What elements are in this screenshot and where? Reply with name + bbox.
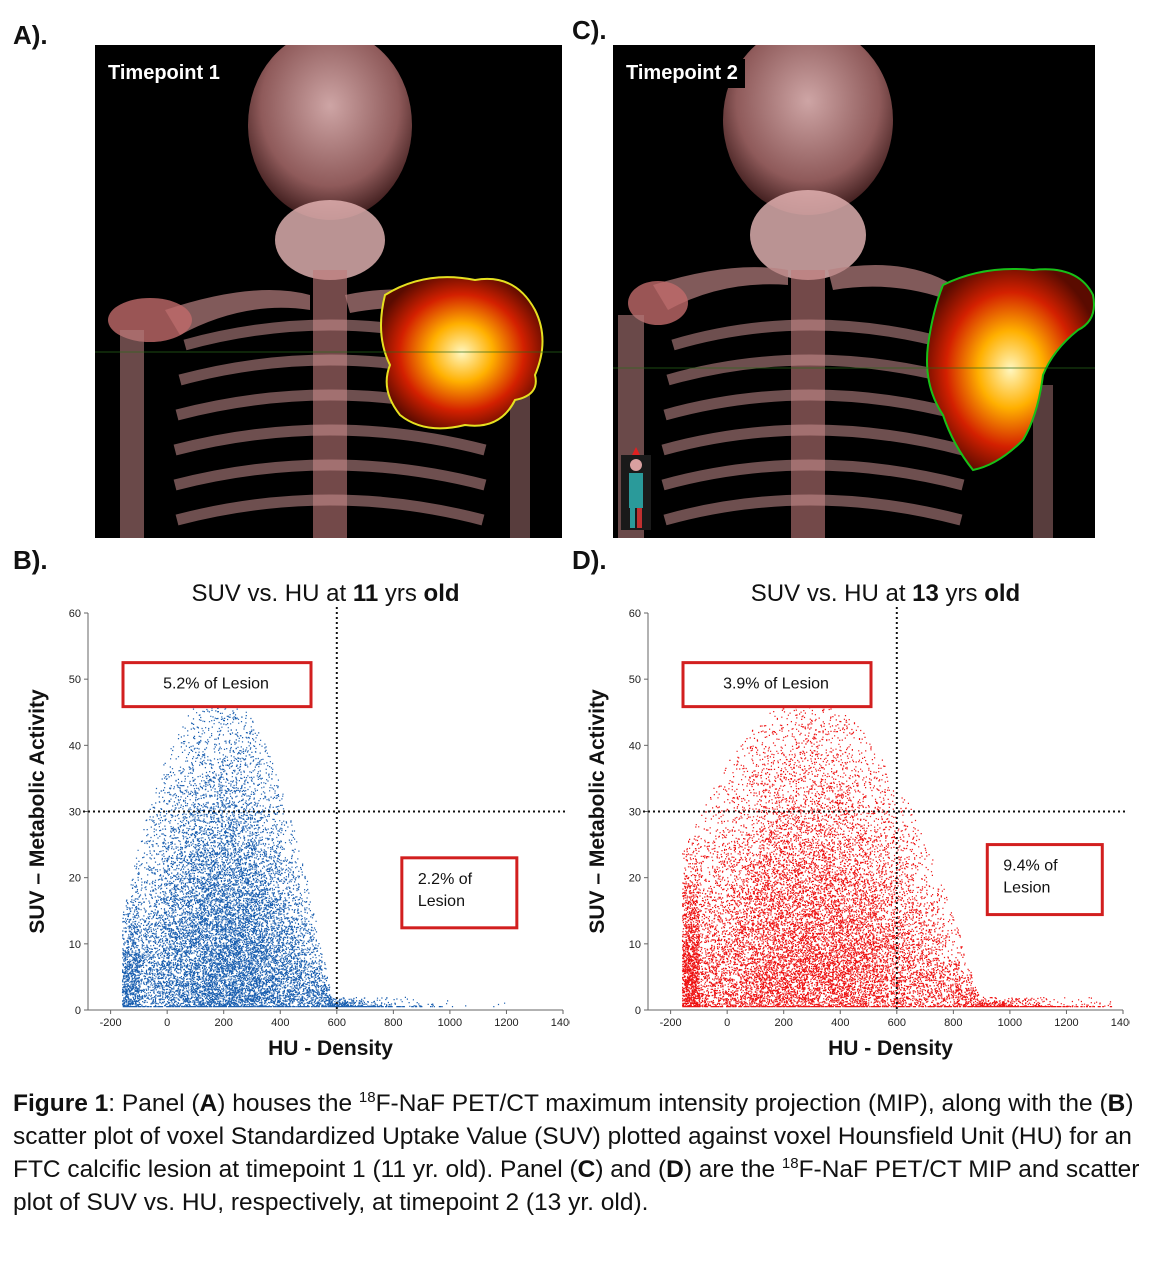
- x-tick-label: 1000: [998, 1017, 1022, 1029]
- y-tick-label: 60: [69, 608, 81, 620]
- y-tick-label: 0: [75, 1005, 81, 1017]
- scatter-point: [121, 692, 506, 1008]
- y-tick-label: 50: [629, 674, 641, 686]
- scatter-chart-timepoint-1: SUV vs. HU at 11 yrs old 0 10 20 30 40 50 60 -20…: [10, 570, 570, 1070]
- y-axis-label: SUV – Metabolic Activity: [26, 689, 49, 934]
- chart-title-part: yrs: [939, 580, 984, 607]
- scatter-points: [681, 699, 1113, 1008]
- annotation-box-upper: [681, 661, 873, 709]
- panel-letter-b: B).: [13, 545, 48, 575]
- x-tick-label: 400: [831, 1017, 849, 1029]
- x-tick-label: 0: [724, 1017, 730, 1029]
- x-tick-label: 200: [775, 1017, 793, 1029]
- orientation-figure-icon: [621, 447, 651, 530]
- chart-title-part: 11: [353, 580, 378, 607]
- annotation-text-upper: 3.9% of Lesion: [723, 676, 829, 693]
- annotation-box-right: [985, 843, 1104, 917]
- mip-image-timepoint-1: Timepoint 1: [95, 45, 562, 538]
- x-tick-label: 0: [164, 1017, 170, 1029]
- x-tick-label: 1400: [551, 1017, 570, 1029]
- chart-title-part: yrs: [378, 580, 423, 607]
- skeleton-illustration-1: [95, 45, 562, 538]
- annotation-box-right: [400, 856, 519, 930]
- caption-figure-label: Figure 1: [13, 1090, 109, 1117]
- caption-superscript-1: 18: [358, 1088, 376, 1106]
- caption-superscript-2: 18: [781, 1154, 799, 1172]
- caption-text-1: : Panel (: [108, 1090, 200, 1117]
- chart-svg-2: SUV vs. HU at 13 yrs old 0 10 20 30 40 50 60 -20…: [586, 580, 1130, 1060]
- y-tick-label: 50: [69, 674, 81, 686]
- caption-text-7: F-NaF PET/CT MIP and scatter plot of SUV…: [13, 1156, 1140, 1216]
- panel-letter-a: A).: [13, 20, 48, 50]
- timepoint-label-2: Timepoint 2: [619, 59, 745, 88]
- timepoint-label-1: Timepoint 1: [101, 59, 227, 88]
- panel-letter-d: D).: [572, 545, 607, 575]
- x-tick-label: 800: [384, 1017, 402, 1029]
- x-tick-label: 200: [215, 1017, 233, 1029]
- chart-title: SUV vs. HU at 11 yrs old: [191, 580, 459, 607]
- y-tick-label: 30: [629, 807, 641, 819]
- y-tick-label: 20: [69, 873, 81, 885]
- chart-title-part: old: [424, 580, 460, 607]
- caption-ref-c: C: [577, 1156, 596, 1183]
- annotation-text-right: Lesion: [418, 893, 465, 910]
- x-tick-label: 1000: [438, 1017, 462, 1029]
- annotation-text-right: Lesion: [1003, 880, 1050, 897]
- caption-ref-a: A: [199, 1090, 218, 1117]
- x-axis-label: HU - Density: [828, 1037, 953, 1060]
- caption-ref-d: D: [666, 1156, 684, 1183]
- scatter-point: [681, 699, 1113, 1008]
- chart-title-part: 13: [912, 580, 939, 607]
- figure-caption: Figure 1: Panel (A) houses the 18F-NaF P…: [13, 1087, 1148, 1219]
- mip-image-timepoint-2: Timepoint 2: [613, 45, 1095, 538]
- caption-text-6: ) are the: [683, 1156, 782, 1183]
- y-tick-label: 10: [629, 939, 641, 951]
- caption-text-5: ) and (: [595, 1156, 667, 1183]
- x-tick-label: 1200: [494, 1017, 518, 1029]
- y-tick-label: 40: [69, 740, 81, 752]
- y-tick-label: 40: [629, 740, 641, 752]
- y-axis-label: SUV – Metabolic Activity: [586, 689, 609, 934]
- chart-title-part: old: [984, 580, 1020, 607]
- y-tick-label: 30: [69, 807, 81, 819]
- scatter-points: [121, 692, 506, 1008]
- caption-text-3: F-NaF PET/CT maximum intensity projectio…: [375, 1090, 1108, 1117]
- x-tick-label: 1200: [1054, 1017, 1078, 1029]
- caption-text-2: ) houses the: [217, 1090, 359, 1117]
- annotation-box-upper: [121, 661, 313, 709]
- annotation-text-right: 9.4% of: [1003, 858, 1058, 875]
- y-tick-label: 20: [629, 873, 641, 885]
- x-tick-label: 400: [271, 1017, 289, 1029]
- y-tick-label: 0: [635, 1005, 641, 1017]
- chart-title-part: SUV vs. HU at: [191, 580, 352, 607]
- panel-letter-c: C).: [572, 15, 607, 45]
- chart-title-part: SUV vs. HU at: [751, 580, 912, 607]
- caption-ref-b: B: [1107, 1090, 1126, 1117]
- scatter-chart-timepoint-2: SUV vs. HU at 13 yrs old 0 10 20 30 40 50 60 -20…: [570, 570, 1130, 1070]
- x-tick-label: 1400: [1111, 1017, 1130, 1029]
- chart-svg-1: SUV vs. HU at 11 yrs old 0 10 20 30 40 50 60 -20…: [26, 580, 570, 1060]
- caption-text-4: ) scatter plot of voxel Standardized Upt…: [13, 1090, 1134, 1183]
- x-tick-label: 600: [888, 1017, 906, 1029]
- x-tick-label: -200: [660, 1017, 682, 1029]
- chart-title: SUV vs. HU at 13 yrs old: [751, 580, 1020, 607]
- y-tick-label: 10: [69, 939, 81, 951]
- x-tick-label: 800: [944, 1017, 962, 1029]
- skeleton-illustration-2: [613, 45, 1095, 538]
- y-tick-label: 60: [629, 608, 641, 620]
- x-axis-label: HU - Density: [268, 1037, 393, 1060]
- x-tick-label: 600: [328, 1017, 346, 1029]
- x-tick-label: -200: [100, 1017, 122, 1029]
- annotation-text-upper: 5.2% of Lesion: [163, 676, 269, 693]
- annotation-text-right: 2.2% of: [418, 871, 473, 888]
